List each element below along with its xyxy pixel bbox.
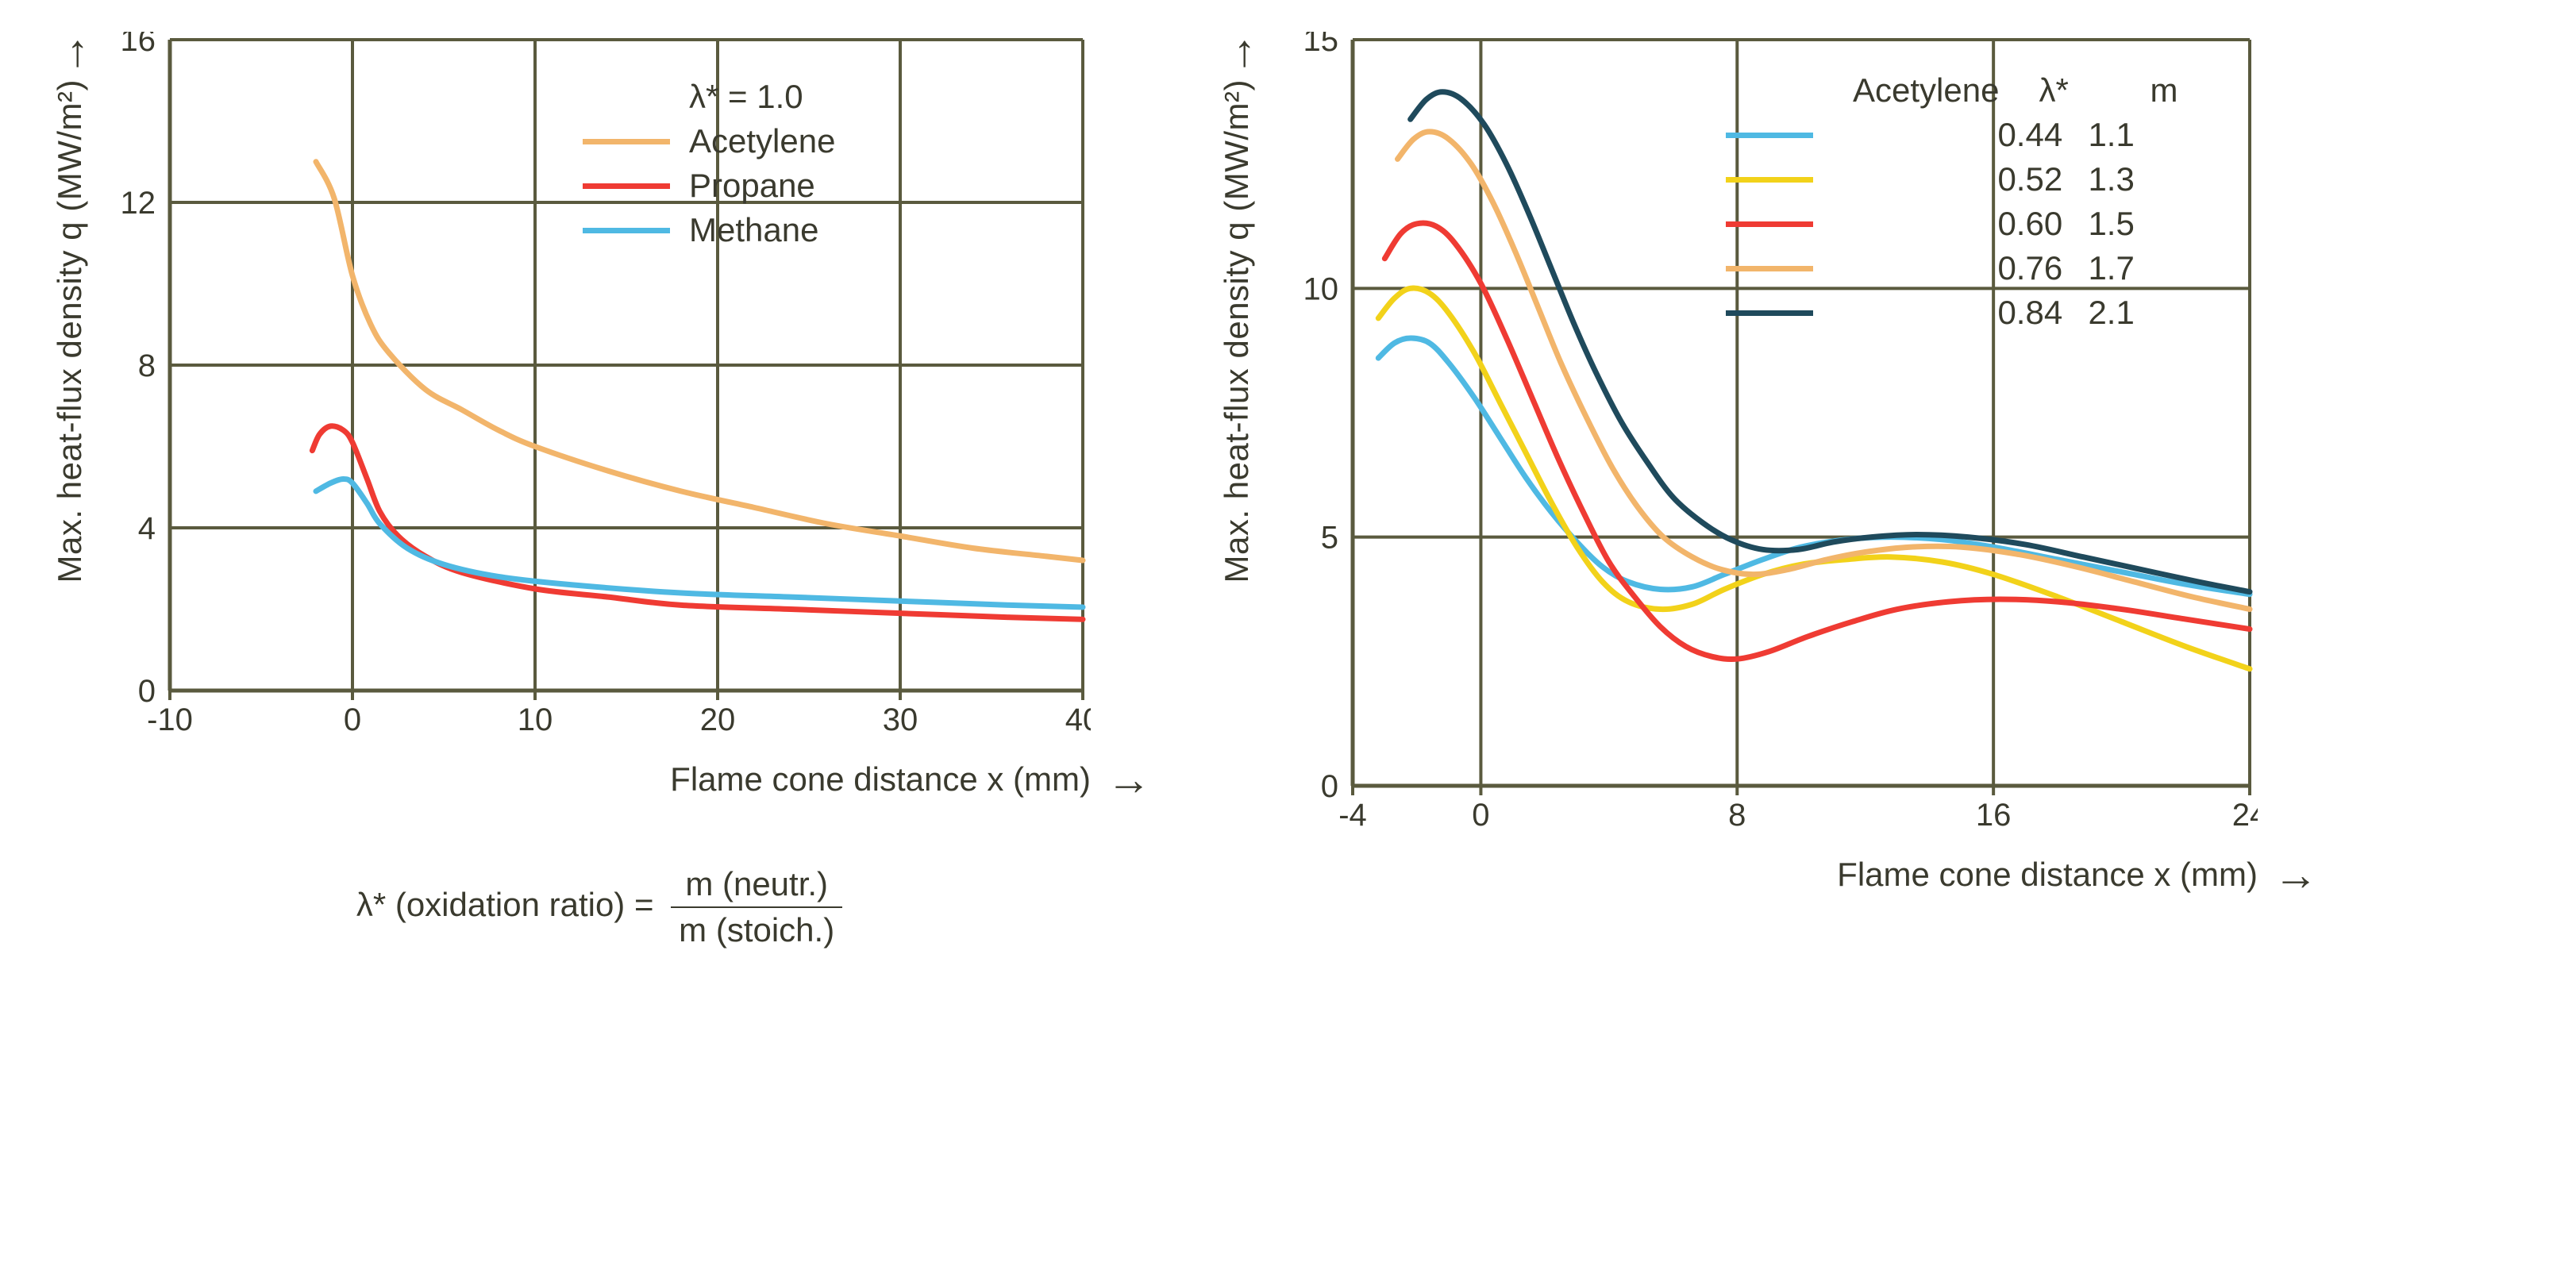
legend-label: Methane: [689, 211, 818, 249]
legend-row: Propane: [583, 167, 835, 205]
right-x-label: Flame cone distance x (mm): [1837, 856, 2258, 894]
right-legend: Acetylene λ* m Acetylene0.441.1Acetylene…: [1726, 71, 2205, 338]
legend-row: Acetylene: [583, 122, 835, 160]
right-panel: → Max. heat-flux density q (MW/m²) Acety…: [1215, 32, 2318, 897]
legend-swatch: [583, 183, 670, 189]
legend-title: λ* = 1.0: [583, 78, 835, 116]
svg-text:0: 0: [1472, 798, 1489, 833]
legend-row: Acetylene0.761.7: [1726, 249, 2205, 287]
legend-m: 1.5: [2088, 205, 2143, 243]
svg-text:12: 12: [121, 186, 156, 221]
legend-row: Methane: [583, 211, 835, 249]
legend-m: 1.7: [2088, 249, 2143, 287]
legend-lambda: 0.76: [1997, 249, 2069, 287]
left-xaxis: Flame cone distance x (mm) →: [48, 757, 1151, 802]
legend-lambda: 0.44: [1997, 116, 2069, 154]
legend-swatch: [1726, 221, 1813, 227]
legend-swatch: [1726, 310, 1813, 316]
svg-text:10: 10: [518, 702, 553, 737]
svg-text:40: 40: [1065, 702, 1091, 737]
right-y-label: Max. heat-flux density q (MW/m²): [1218, 79, 1256, 583]
oxidation-ratio-footnote: λ* (oxidation ratio) = m (neutr.) m (sto…: [48, 865, 1151, 949]
svg-text:-10: -10: [147, 702, 193, 737]
right-yaxis: → Max. heat-flux density q (MW/m²): [1215, 32, 1259, 583]
legend-header: Acetylene λ* m: [1726, 71, 2205, 110]
svg-text:16: 16: [1976, 798, 2012, 833]
left-y-label: Max. heat-flux density q (MW/m²): [51, 79, 89, 583]
svg-text:0: 0: [1321, 769, 1338, 804]
legend-swatch: [1726, 266, 1813, 271]
legend-lambda: 0.84: [1997, 294, 2069, 332]
left-yaxis: → Max. heat-flux density q (MW/m²): [48, 32, 92, 583]
legend-row: Acetylene0.601.5: [1726, 205, 2205, 243]
right-chart-wrap: → Max. heat-flux density q (MW/m²) Acety…: [1215, 32, 2318, 841]
svg-text:24: 24: [2232, 798, 2258, 833]
svg-text:10: 10: [1303, 271, 1339, 306]
legend-m: 1.3: [2088, 160, 2143, 198]
svg-text:0: 0: [344, 702, 361, 737]
left-chart-wrap: → Max. heat-flux density q (MW/m²) λ* = …: [48, 32, 1151, 746]
svg-text:15: 15: [1303, 32, 1339, 58]
legend-row: Acetylene0.521.3: [1726, 160, 2205, 198]
legend-row: Acetylene0.441.1: [1726, 116, 2205, 154]
left-legend: λ* = 1.0 Acetylene Propane Methane: [583, 71, 835, 256]
right-arrow-icon: →: [2274, 852, 2318, 897]
left-x-label: Flame cone distance x (mm): [670, 760, 1091, 798]
left-panel: → Max. heat-flux density q (MW/m²) λ* = …: [48, 32, 1151, 949]
legend-m: 1.1: [2088, 116, 2143, 154]
left-plot: λ* = 1.0 Acetylene Propane Methane 0 4 8 12 16…: [98, 32, 1091, 746]
legend-lambda: 0.52: [1997, 160, 2069, 198]
svg-text:8: 8: [1728, 798, 1746, 833]
legend-label: Propane: [689, 167, 815, 205]
legend-m: 2.1: [2088, 294, 2143, 332]
legend-swatch: [583, 139, 670, 144]
right-plot: Acetylene λ* m Acetylene0.441.1Acetylene…: [1265, 32, 2258, 841]
right-xaxis: Flame cone distance x (mm) →: [1215, 852, 2318, 897]
figure-pair: → Max. heat-flux density q (MW/m²) λ* = …: [0, 0, 2576, 981]
up-arrow-icon: →: [48, 32, 92, 76]
svg-text:20: 20: [700, 702, 736, 737]
legend-label: Acetylene: [689, 122, 835, 160]
legend-swatch: [583, 228, 670, 233]
svg-text:4: 4: [138, 511, 156, 546]
svg-text:5: 5: [1321, 521, 1338, 556]
legend-lambda: 0.60: [1997, 205, 2069, 243]
fraction: m (neutr.) m (stoich.): [671, 865, 842, 949]
svg-text:-4: -4: [1338, 798, 1367, 833]
svg-text:30: 30: [883, 702, 918, 737]
legend-swatch: [1726, 177, 1813, 183]
svg-text:8: 8: [138, 348, 156, 383]
legend-swatch: [1726, 133, 1813, 138]
svg-text:16: 16: [121, 32, 156, 58]
legend-row: Acetylene0.842.1: [1726, 294, 2205, 332]
right-arrow-icon: →: [1107, 757, 1151, 802]
up-arrow-icon: →: [1215, 32, 1259, 76]
